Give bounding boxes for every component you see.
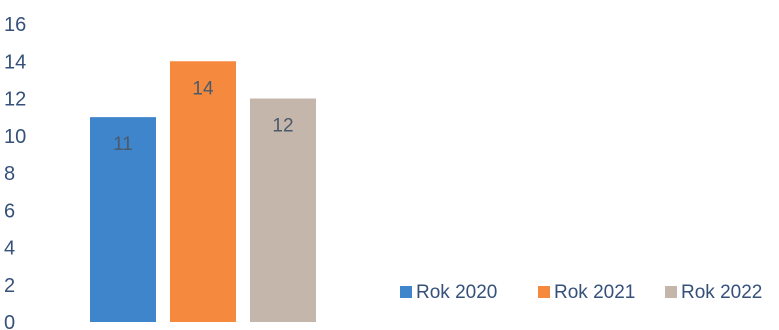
bar-3 (250, 98, 316, 322)
y-tick-label: 16 (4, 14, 26, 36)
legend-label: Rok 2020 (416, 282, 497, 303)
bar-1 (90, 117, 156, 322)
bar-data-label: 12 (272, 116, 293, 137)
bars-group (90, 61, 316, 322)
bar-data-label: 14 (192, 78, 214, 99)
y-tick-label: 8 (4, 163, 15, 185)
y-tick-label: 6 (4, 200, 15, 222)
legend-swatch (400, 286, 412, 298)
legend-swatch (665, 286, 677, 298)
y-tick-label: 14 (4, 51, 26, 73)
y-tick-label: 12 (4, 89, 26, 111)
y-tick-label: 10 (4, 126, 26, 148)
y-axis: 0 2 4 6 8 10 12 14 16 (4, 14, 26, 330)
legend-label: Rok 2021 (554, 282, 635, 303)
data-labels-group: 11 14 12 (113, 78, 293, 155)
y-tick-label: 2 (4, 275, 15, 297)
bar-data-label: 11 (113, 134, 133, 155)
legend-swatch (538, 286, 550, 298)
y-tick-label: 0 (4, 312, 15, 330)
y-tick-label: 4 (4, 238, 15, 260)
legend: Rok 2020 Rok 2021 Rok 2022 (400, 282, 762, 303)
bar-2 (170, 61, 236, 322)
legend-label: Rok 2022 (681, 282, 762, 303)
